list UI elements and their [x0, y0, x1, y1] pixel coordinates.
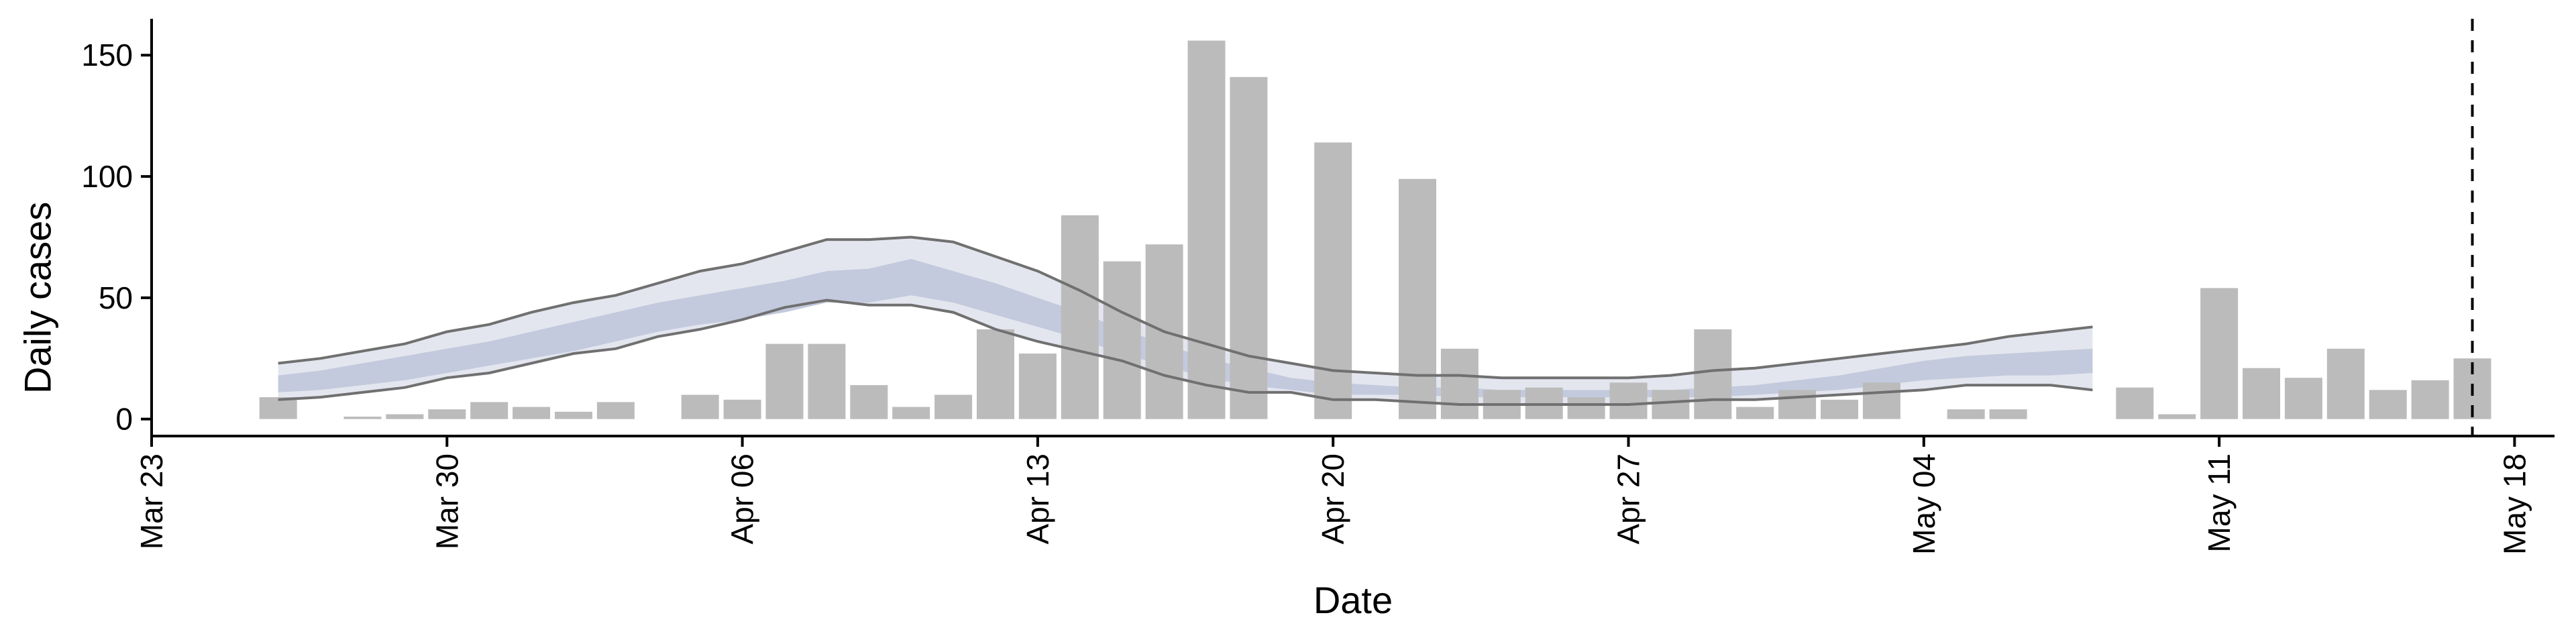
x-tick-label: May 11: [2202, 453, 2237, 552]
bar-2020-04-26: [1567, 397, 1605, 419]
bar-2020-03-28: [343, 417, 382, 419]
x-tick-label: Apr 27: [1611, 453, 1646, 545]
bar-2020-04-27: [1609, 382, 1648, 419]
bar-2020-05-05: [1947, 409, 1985, 419]
bar-2020-03-30: [428, 409, 466, 419]
x-tick-label: Apr 13: [1020, 453, 1055, 545]
bar-2020-05-03: [1862, 382, 1900, 419]
bar-2020-04-14: [1061, 215, 1099, 419]
bar-2020-04-17: [1187, 40, 1226, 419]
bar-2020-05-13: [2284, 378, 2322, 419]
outer-estimate-band: [278, 237, 2093, 405]
bar-2020-03-29: [386, 414, 424, 419]
y-axis-ticks: 0 50 100 150: [81, 38, 152, 437]
bar-2020-05-02: [1821, 399, 1858, 419]
estimate-bands: [278, 237, 2093, 405]
estimate-lower-line: [278, 299, 2093, 406]
estimate-band-edges: [278, 235, 2093, 406]
bar-2020-04-09: [850, 385, 888, 419]
x-tick-label: May 04: [1907, 453, 1941, 555]
bar-2020-04-02: [555, 411, 592, 419]
x-tick-label: May 18: [2497, 453, 2532, 555]
bar-2020-04-06: [723, 399, 761, 419]
bar-2020-04-10: [892, 407, 930, 419]
bar-2020-04-30: [1736, 407, 1774, 419]
bar-2020-04-12: [977, 329, 1014, 419]
bar-2020-05-12: [2243, 368, 2280, 419]
y-axis-title: Daily cases: [17, 202, 59, 394]
x-tick-label: Apr 20: [1316, 453, 1350, 545]
x-tick-label: Apr 06: [725, 453, 760, 545]
x-axis-ticks: Mar 23 Mar 30 Apr 06 Apr 13 Apr 20 Apr 27 May …: [134, 436, 2532, 555]
bar-2020-04-15: [1103, 261, 1141, 419]
bar-2020-05-11: [2200, 288, 2239, 419]
y-tick-label: 100: [81, 159, 133, 194]
bar-2020-04-01: [513, 407, 551, 419]
bar-2020-05-09: [2116, 387, 2154, 419]
bar-2020-04-07: [765, 343, 804, 419]
bar-2020-04-20: [1314, 142, 1352, 419]
bar-2020-05-01: [1778, 390, 1817, 419]
bar-2020-05-16: [2411, 380, 2449, 419]
x-tick-label: Mar 30: [429, 453, 464, 549]
estimate-upper-line: [278, 235, 2093, 380]
bar-2020-04-11: [934, 394, 973, 419]
bars-group: [259, 40, 2491, 419]
y-tick-label: 50: [99, 280, 133, 315]
bar-2020-04-28: [1652, 390, 1690, 419]
bar-2020-04-05: [681, 394, 719, 419]
bar-2020-03-26: [259, 397, 297, 419]
bar-2020-04-23: [1440, 348, 1479, 419]
bar-2020-04-13: [1018, 354, 1057, 419]
bar-2020-04-08: [808, 343, 846, 419]
bar-2020-03-31: [470, 402, 508, 419]
bar-2020-05-10: [2158, 414, 2196, 419]
bar-2020-05-15: [2369, 390, 2407, 419]
inner-estimate-band: [278, 259, 2093, 398]
bar-2020-05-06: [1989, 409, 2027, 419]
x-axis-title: Date: [1313, 579, 1393, 621]
bar-2020-04-29: [1694, 329, 1732, 419]
bar-2020-04-22: [1399, 178, 1436, 419]
bar-2020-04-18: [1230, 76, 1268, 419]
y-tick-label: 150: [81, 38, 133, 72]
bar-2020-04-03: [596, 402, 635, 419]
x-tick-label: Mar 23: [134, 453, 169, 549]
y-tick-label: 0: [115, 402, 133, 437]
bar-2020-05-14: [2326, 348, 2365, 419]
